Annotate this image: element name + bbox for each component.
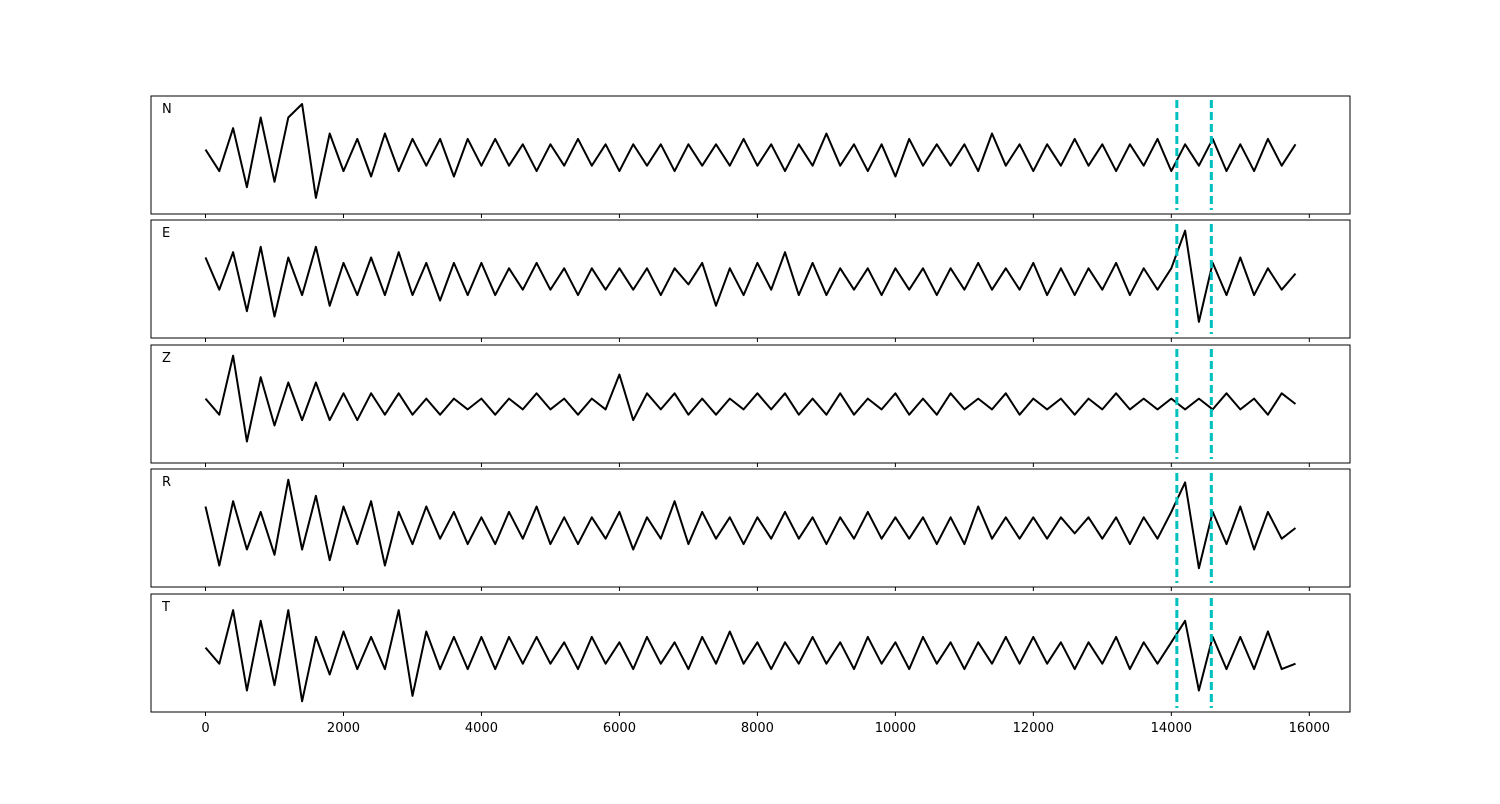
panel-frame — [150, 95, 1351, 215]
x-tick-label: 0 — [201, 721, 209, 736]
trace — [204, 229, 1297, 323]
x-tick-label: 4000 — [465, 721, 498, 736]
trace — [204, 354, 1297, 443]
x-tick-label: 6000 — [603, 721, 636, 736]
panel-frame — [150, 468, 1351, 588]
panel-frame — [150, 593, 1351, 713]
x-tick-label: 14000 — [1151, 721, 1192, 736]
x-tick-label: 12000 — [1013, 721, 1054, 736]
trace — [204, 478, 1297, 570]
x-tick-label: 10000 — [875, 721, 916, 736]
x-tick-label: 2000 — [327, 721, 360, 736]
panel-label: Z — [162, 351, 171, 366]
trace — [204, 103, 1297, 199]
panel-label: R — [162, 475, 171, 490]
x-tick-label: 16000 — [1289, 721, 1330, 736]
panel-label: N — [162, 102, 172, 117]
x-tick-label: 8000 — [741, 721, 774, 736]
panel-label: T — [161, 600, 170, 615]
panel-label: E — [162, 226, 170, 241]
trace — [204, 609, 1296, 703]
panel-frame — [150, 344, 1351, 464]
panel-frame — [150, 219, 1351, 339]
